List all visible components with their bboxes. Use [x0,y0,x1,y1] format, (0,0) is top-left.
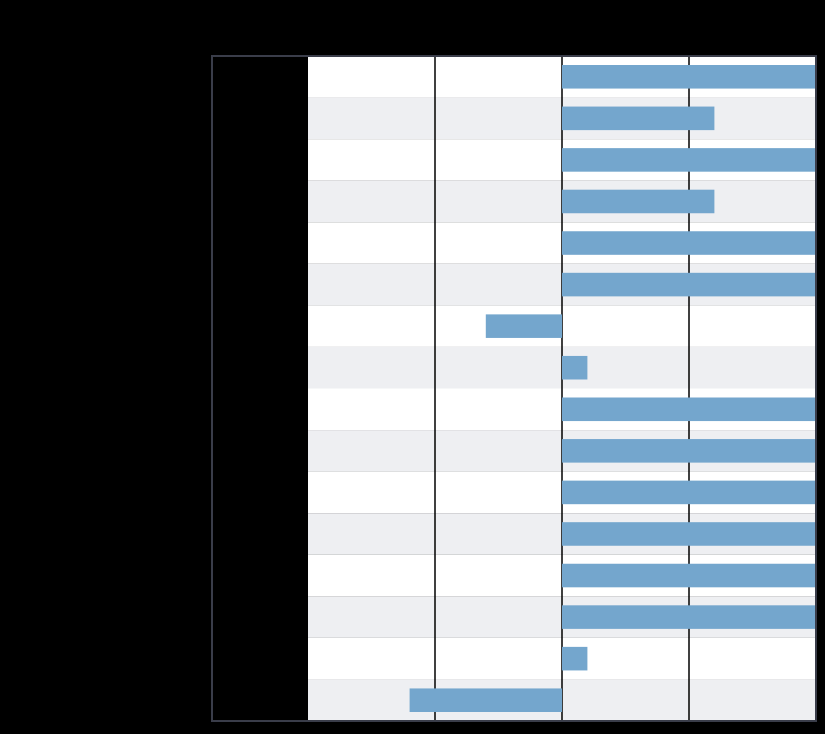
bar [562,563,816,588]
bar [562,106,715,131]
bar [562,272,816,297]
bar [562,65,816,89]
bar [562,646,588,671]
bar [562,605,816,629]
bar [562,480,816,505]
category-label-column [212,56,308,721]
bar [485,314,562,338]
bar [562,189,715,214]
bar [562,231,816,255]
bar [562,148,816,172]
bar [562,355,588,380]
plot-frame [211,55,817,722]
bar [562,439,816,463]
bar [562,522,816,546]
bar [562,397,816,422]
bars [409,65,816,712]
bar [409,688,562,712]
